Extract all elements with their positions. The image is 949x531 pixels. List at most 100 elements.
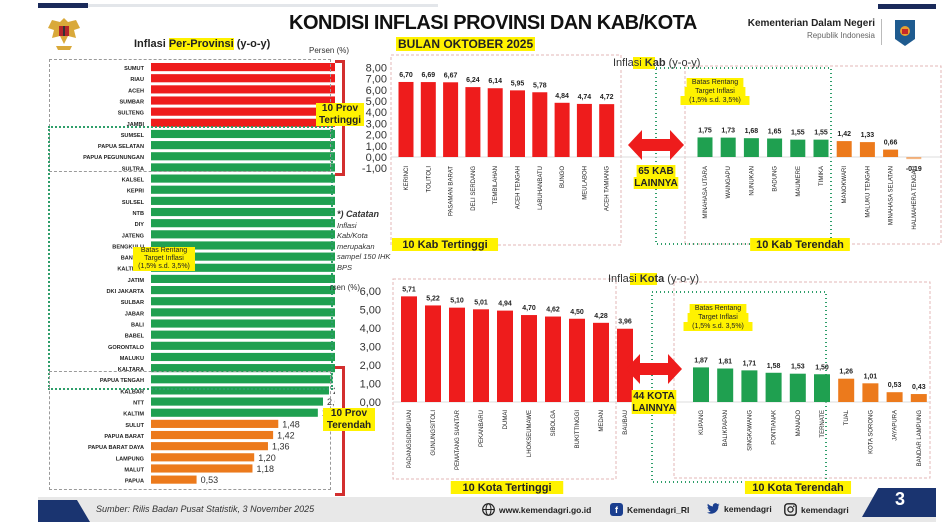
- kab-value-label: 5,95: [511, 80, 525, 87]
- provinsi-bottom-label: 10 Prov Terendah: [323, 408, 375, 431]
- provinsi-category-label: KALTENG: [117, 267, 144, 273]
- page-title: KONDISI INFLASI PROVINSI DAN KAB/KOTA: [289, 12, 697, 34]
- provinsi-bar: [151, 141, 446, 150]
- provinsi-category-label: NTT: [133, 401, 144, 407]
- kab-value-label: 6,70: [399, 72, 413, 79]
- kab-others-label: 65 KAB: [638, 166, 674, 177]
- website-link[interactable]: www.kemendagri.go.id: [482, 503, 591, 516]
- provinsi-value-label: 0,53: [201, 475, 219, 485]
- kab-category-label: ACEH TENGAH: [516, 166, 522, 209]
- kab-bar: [883, 149, 899, 157]
- provinsi-bar: [151, 163, 432, 172]
- note-line: BPS: [337, 262, 353, 272]
- kab-bar: [859, 142, 875, 157]
- provinsi-target-range-box: [48, 126, 333, 390]
- provinsi-category-label: SULUT: [125, 423, 144, 429]
- kab-bottom-caption: 10 Kab Terendah: [756, 239, 844, 251]
- provinsi-category-label: JAMBI: [127, 122, 145, 128]
- kota-value-label: 4,50: [570, 309, 584, 316]
- kab-category-label: TOLITOLI: [426, 166, 432, 193]
- provinsi-bar: [151, 442, 268, 451]
- kota-category-label: BALIKPAPAN: [723, 410, 729, 446]
- provinsi-bar: [151, 174, 419, 183]
- provinsi-category-label: SULBAR: [121, 300, 144, 306]
- provinsi-category-label: BANTEN: [121, 256, 144, 262]
- kab-category-label: PASAMAN BARAT: [449, 166, 455, 216]
- provinsi-bar: [151, 196, 408, 205]
- provinsi-category-label: KALBAR: [120, 389, 144, 395]
- kab-bar: [443, 82, 459, 157]
- kota-bar: [862, 383, 879, 402]
- kab-target-range-label-highlight: [684, 87, 746, 96]
- garuda-emblem-icon: [48, 18, 80, 50]
- provinsi-bar: [151, 408, 318, 417]
- kab-others-label-highlight: [633, 177, 679, 189]
- facebook-icon: f: [610, 503, 623, 516]
- kab-value-label: 4,74: [578, 94, 592, 101]
- kota-value-label: 1,58: [767, 363, 781, 370]
- globe-icon: [482, 503, 495, 516]
- instagram-icon: [784, 503, 797, 516]
- provinsi-category-label: MALUKU: [120, 356, 144, 362]
- kota-category-label: DUMAI: [503, 410, 509, 430]
- kota-category-label: SIBOLGA: [551, 410, 557, 436]
- kab-value-label: 1,55: [791, 130, 805, 137]
- provinsi-category-label: SUMSEL: [121, 133, 145, 139]
- kab-ytick-label: 8,00: [366, 62, 387, 74]
- kota-value-label: 1,81: [718, 359, 732, 366]
- facebook-handle: Kemendagri_RI: [627, 504, 690, 515]
- header-accent-bar: [38, 3, 88, 8]
- kota-bar: [765, 372, 782, 402]
- kota-bar: [717, 368, 734, 402]
- kab-others-label-highlight: [636, 165, 676, 177]
- kota-bar: [910, 394, 927, 402]
- provinsi-category-label: PAPUA: [125, 479, 144, 485]
- kota-bar: [593, 322, 609, 402]
- twitter-link[interactable]: kemendagri: [707, 503, 772, 515]
- provinsi-category-label: BABEL: [125, 334, 145, 340]
- ministry-separator: [881, 19, 882, 45]
- kab-value-label: 6,67: [444, 72, 458, 79]
- kemendagri-logo-icon: [895, 20, 915, 46]
- kota-target-range-label: Batas Rentang: [695, 305, 741, 312]
- provinsi-bar: [151, 386, 330, 395]
- provinsi-bar: [151, 308, 378, 317]
- kab-value-label: 4,84: [555, 93, 569, 100]
- kota-title-highlight: Kota: [640, 273, 665, 285]
- kota-target-range-label-highlight: [683, 322, 753, 331]
- kab-ytick-label: 0,00: [366, 152, 387, 164]
- provinsi-title-highlight: Per-Provinsi: [168, 38, 234, 50]
- kab-category-label: DELI SERDANG: [471, 166, 477, 211]
- kab-value-label: 6,69: [421, 72, 435, 79]
- kab-value-label: 4,72: [600, 94, 614, 101]
- provinsi-unit-label: Persen (%): [309, 46, 350, 55]
- kab-value-label: 1,33: [861, 132, 875, 139]
- kab-top-caption: 10 Kab Tertinggi: [402, 239, 487, 251]
- kota-bar: [838, 378, 855, 402]
- kota-category-label: BANDAR LAMPUNG: [917, 410, 923, 467]
- facebook-link[interactable]: f Kemendagri_RI: [610, 503, 689, 516]
- provinsi-bar: [151, 397, 323, 406]
- instagram-handle: kemendagri: [801, 504, 849, 515]
- note-line: Kab/Kota: [337, 231, 368, 241]
- kab-ytick-label: 5,00: [366, 96, 387, 108]
- kab-bar: [554, 102, 570, 157]
- instagram-link[interactable]: kemendagri: [784, 503, 849, 516]
- kab-value-label: 6,24: [466, 77, 480, 84]
- kota-category-label: BAUBAU: [623, 410, 629, 435]
- kota-bar: [425, 305, 441, 402]
- kota-others-label-highlight: [631, 402, 677, 414]
- provinsi-chart-title: Inflasi Per-Provinsi (y-o-y): [134, 38, 270, 50]
- kota-chart: 6,00 5,00 4,00 3,00 2,00 1,00 0,00 5,71 PADANGSI…: [320, 270, 945, 495]
- page-subtitle: BULAN OKTOBER 2025: [396, 37, 536, 51]
- provinsi-category-label: DIY: [135, 222, 145, 228]
- kab-value-label: 1,68: [745, 128, 759, 135]
- catatan-note: *) Catatan Inflasi Kab/Kota merupakan sa…: [337, 208, 407, 273]
- kab-title-prefix: Inflasi: [613, 57, 645, 69]
- kota-title-prefix: Inflasi: [608, 273, 640, 285]
- note-line: merupakan: [337, 241, 375, 251]
- provinsi-bar: [151, 152, 437, 161]
- kab-category-label: TIMIKA: [819, 166, 825, 186]
- kab-bar: [836, 141, 852, 157]
- kota-value-label: 4,70: [522, 305, 536, 312]
